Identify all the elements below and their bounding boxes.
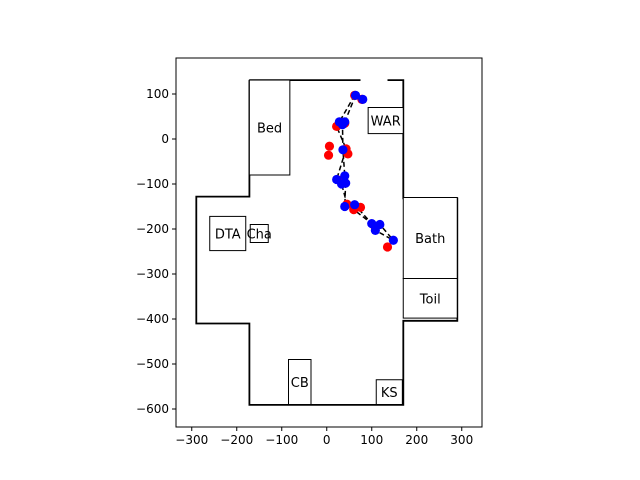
blue-point	[388, 235, 398, 245]
y-tick-label: −600	[136, 402, 169, 416]
furniture-label-dta: DTA	[215, 228, 241, 243]
blue-point	[358, 94, 368, 104]
blue-point	[340, 171, 350, 181]
x-tick-label: −200	[220, 433, 253, 447]
furniture-box-dta	[209, 215, 247, 252]
furniture-box-bath	[402, 197, 458, 279]
blue-point	[367, 219, 377, 229]
blue-point	[340, 201, 350, 212]
furniture-label-cha: Cha	[247, 228, 272, 243]
blue-point	[350, 200, 360, 210]
furniture-box-cb	[288, 359, 312, 405]
furniture-label-bed: Bed	[257, 122, 282, 137]
furniture-label-war: WAR	[371, 115, 401, 130]
furniture-box-ks	[375, 379, 403, 405]
blue-point	[341, 178, 351, 188]
furniture-box-war	[367, 107, 404, 135]
furniture-label-ks: KS	[381, 386, 398, 401]
furniture-box-cha	[249, 224, 269, 243]
x-tick-label: −100	[265, 433, 298, 447]
furniture-label-toil: Toil	[419, 292, 441, 307]
x-tick-label: 300	[450, 433, 473, 447]
y-tick-label: −400	[136, 312, 169, 326]
x-tick-label: 0	[323, 433, 331, 447]
blue-point	[350, 90, 361, 100]
y-tick-label: 100	[146, 87, 169, 101]
furniture-box-bed	[248, 79, 291, 176]
y-tick-label: −200	[136, 222, 169, 236]
blue-point	[340, 117, 350, 127]
x-tick-label: −300	[175, 433, 208, 447]
red-point	[382, 242, 393, 252]
x-tick-label: 200	[405, 433, 428, 447]
plot-frame	[175, 57, 483, 428]
furniture-label-cb: CB	[291, 376, 309, 391]
red-point	[323, 150, 334, 160]
y-tick-label: −100	[136, 177, 169, 191]
furniture-box-toil	[402, 278, 458, 319]
blue-point	[370, 225, 380, 235]
y-tick-label: 0	[161, 132, 169, 146]
y-tick-label: −500	[136, 357, 169, 371]
furniture-label-bath: Bath	[415, 232, 445, 247]
blue-point	[338, 145, 348, 155]
y-tick-label: −300	[136, 267, 169, 281]
x-tick-label: 100	[360, 433, 383, 447]
red-point	[324, 141, 335, 151]
